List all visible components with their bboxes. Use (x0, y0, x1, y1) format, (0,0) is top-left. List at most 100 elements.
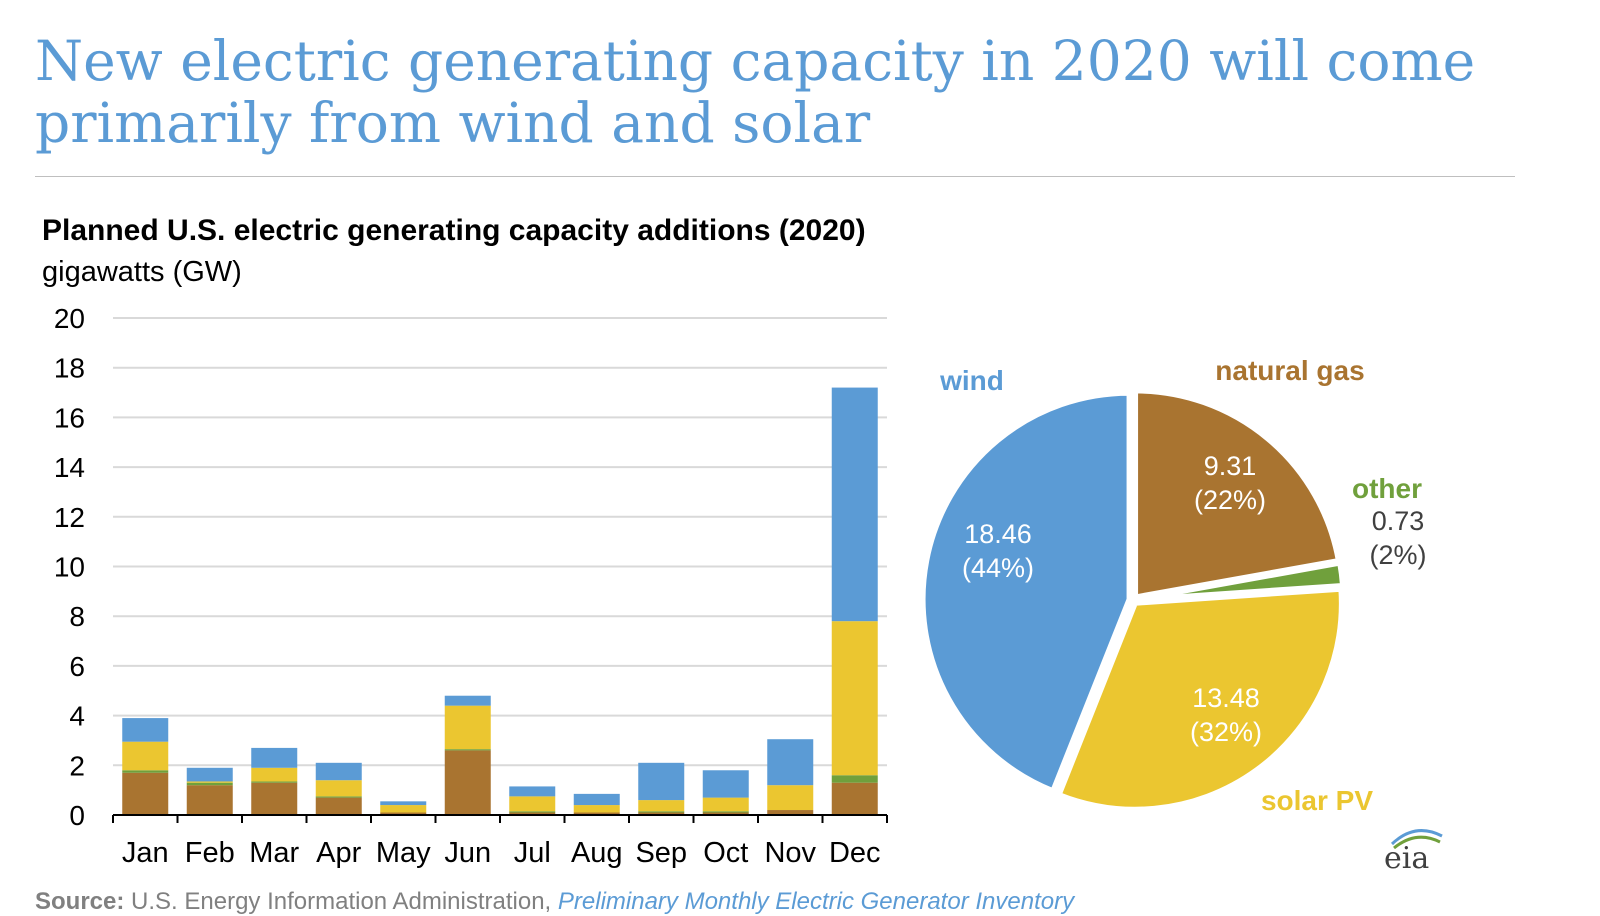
x-tick-label: Jan (122, 837, 169, 869)
bar-segment-solar-PV-aug (573, 805, 620, 813)
x-tick-label: Nov (764, 837, 816, 869)
x-tick-label: Mar (249, 837, 299, 869)
pie-label-percent: (22%) (1194, 485, 1266, 515)
bar-segment-solar-PV-nov (767, 785, 814, 811)
pie-label-name: natural gas (1215, 355, 1364, 386)
pie-slice-wind (920, 390, 1132, 794)
x-tick-label: Oct (703, 837, 748, 869)
bar-segment-solar-PV-jul (509, 796, 556, 812)
bar-segment-natural-gas-aug (573, 812, 620, 815)
eia-logo-swoosh-green (1393, 835, 1441, 850)
bar-segment-solar-PV-sep (638, 800, 685, 812)
bar-segment-wind-aug (573, 793, 620, 806)
bar-chart-y-ticks: 0 2 4 6 8 10 12 14 16 18 20 (54, 303, 85, 831)
bar-segment-wind-oct (702, 770, 749, 798)
bar-segment-other-dec (831, 775, 878, 783)
y-tick-label: 6 (69, 651, 85, 682)
bar-segment-other-feb (186, 782, 233, 786)
eia-logo-text: eia (1384, 841, 1429, 872)
title-divider (35, 176, 1515, 177)
bar-segment-natural-gas-jun (444, 750, 491, 815)
eia-logo-swoosh-blue (1390, 829, 1443, 846)
y-tick-label: 18 (54, 353, 85, 384)
bar-segment-other-jun (444, 749, 491, 751)
bar-segment-solar-PV-mar (251, 767, 298, 782)
bar-segment-wind-may (380, 801, 427, 806)
x-tick-label: Jul (514, 837, 551, 869)
bar-segment-solar-PV-jun (444, 705, 491, 750)
bar-segment-natural-gas-feb (186, 785, 233, 815)
x-tick-label: Dec (829, 837, 881, 869)
bar-segment-solar-PV-dec (831, 621, 878, 776)
y-tick-label: 20 (54, 303, 85, 334)
pie-label-value: 13.48 (1192, 683, 1260, 713)
bar-segment-natural-gas-jan (122, 772, 169, 815)
y-tick-label: 16 (54, 402, 85, 433)
bar-segment-wind-sep (638, 762, 685, 801)
bar-segment-wind-feb (186, 767, 233, 782)
bar-segment-natural-gas-jul (509, 812, 556, 815)
bar-chart-gridlines (113, 317, 887, 767)
pie-label-value: 18.46 (964, 519, 1032, 549)
bar-segment-solar-PV-oct (702, 797, 749, 812)
bar-segment-other-oct (702, 811, 749, 813)
x-tick-label: Apr (316, 837, 361, 869)
pie-label-percent: (44%) (962, 553, 1034, 583)
source-text: U.S. Energy Information Administration, (131, 888, 552, 915)
bar-segment-wind-jul (509, 786, 556, 797)
y-tick-label: 12 (54, 502, 85, 533)
bar-chart-title: Planned U.S. electric generating capacit… (42, 214, 866, 247)
source-note: Source: U.S. Energy Information Administ… (35, 888, 1074, 916)
bar-segment-solar-PV-apr (315, 780, 362, 797)
source-label: Source: (35, 888, 125, 915)
x-tick-label: Jun (444, 837, 491, 869)
pie-label-percent: (32%) (1190, 717, 1262, 747)
y-tick-label: 4 (69, 701, 85, 732)
bar-segment-natural-gas-nov (767, 810, 814, 815)
bar-segment-wind-jan (122, 718, 169, 742)
bar-segment-other-sep (638, 811, 685, 813)
bar-segment-wind-nov (767, 739, 814, 786)
bar-segment-natural-gas-may (380, 812, 427, 815)
pie-label-name: wind (939, 365, 1004, 396)
page-headline: New electric generating capacity in 2020… (35, 29, 1476, 155)
bar-segment-wind-dec (831, 387, 878, 622)
y-tick-label: 8 (69, 601, 85, 632)
pie-slice-other (1136, 560, 1346, 603)
bar-segment-wind-apr (315, 762, 362, 781)
bar-segment-natural-gas-apr (315, 797, 362, 815)
pie-label-name: other (1352, 473, 1422, 504)
bar-segment-natural-gas-sep (638, 812, 685, 815)
pie-label-value: 0.73 (1372, 506, 1425, 536)
eia-logo: eia (1384, 829, 1443, 872)
y-tick-label: 0 (69, 800, 85, 831)
x-tick-label: May (376, 837, 431, 869)
y-tick-label: 2 (69, 750, 85, 781)
bar-chart-units: gigawatts (GW) (42, 256, 242, 288)
x-tick-label: Feb (185, 837, 235, 869)
pie-chart (920, 388, 1346, 812)
bar-segment-other-mar (251, 781, 298, 783)
bar-chart-x-labels: Jan Feb Mar Apr May Jun Jul Aug Sep Oct Nov Dec (122, 837, 881, 869)
bar-segment-natural-gas-dec (831, 782, 878, 815)
bar-segment-natural-gas-oct (702, 812, 749, 815)
bar-chart-x-axis (112, 814, 888, 823)
y-tick-label: 14 (54, 452, 85, 483)
pie-slice-natural-gas (1133, 388, 1342, 600)
x-tick-label: Aug (571, 837, 623, 869)
bar-segment-other-jul (509, 811, 556, 813)
bar-segment-natural-gas-mar (251, 782, 298, 815)
bar-segment-other-apr (315, 796, 362, 798)
y-tick-label: 10 (54, 552, 85, 583)
pie-label-value: 9.31 (1204, 451, 1257, 481)
pie-slice-solar-PV (1055, 586, 1344, 812)
x-tick-label: Sep (635, 837, 687, 869)
pie-label-percent: (2%) (1369, 540, 1426, 570)
bar-segment-solar-PV-feb (186, 781, 233, 783)
bar-segment-other-jan (122, 770, 169, 773)
bar-segment-wind-jun (444, 695, 491, 706)
bar-segment-solar-PV-jan (122, 741, 169, 771)
source-publication-link[interactable]: Preliminary Monthly Electric Generator I… (557, 888, 1075, 915)
